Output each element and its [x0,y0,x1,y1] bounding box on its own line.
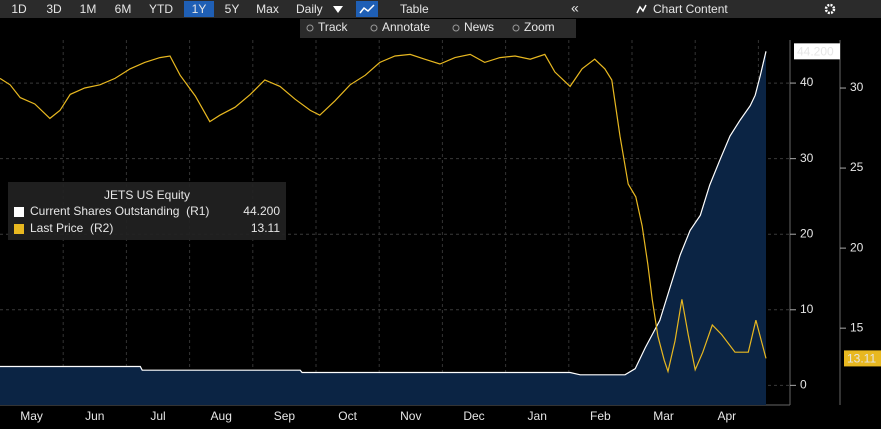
y-tick-label: 0 [800,378,807,392]
collapse-button[interactable]: « [571,0,579,16]
frequency-select[interactable]: Daily [296,2,323,16]
tool-button[interactable]: Annotate [382,20,430,34]
legend-swatch [14,224,24,234]
range-button[interactable] [250,1,285,17]
legend-value: 44.200 [243,204,280,218]
chart-icon [359,4,375,14]
range-label[interactable]: 1D [11,2,27,16]
settings-button[interactable] [824,3,836,15]
last-value-box [794,43,840,60]
y2-tick-label: 25 [850,160,864,174]
x-tick-label: Nov [400,409,421,423]
last-value-label: 13.11 [847,352,876,366]
x-tick-label: Apr [717,409,736,423]
line [0,51,767,376]
x-tick-label: Dec [463,409,484,423]
range-label[interactable]: 5Y [225,2,240,16]
range-button[interactable] [184,1,214,17]
y-tick-label: 40 [800,75,814,89]
x-tick-label: Jun [85,409,104,423]
last-value-box [844,350,881,367]
x-tick-label: Sep [274,409,296,423]
x-tick-label: Oct [338,409,357,423]
x-tick-label: Mar [653,409,674,423]
range-button[interactable] [107,1,139,17]
tool-icon [512,24,520,32]
range-button[interactable] [217,1,247,17]
x-tick-label: Jul [150,409,165,423]
y2-tick-label: 15 [850,320,864,334]
range-button[interactable] [38,1,70,17]
tool-button[interactable]: Zoom [524,20,555,34]
y-tick-label: 30 [800,151,814,165]
range-label[interactable]: YTD [149,2,173,16]
y2-tick-label: 20 [850,240,864,254]
x-tick-label: Aug [211,409,232,423]
table-button[interactable]: Table [400,2,429,16]
range-button[interactable] [72,1,104,17]
line [0,53,767,374]
tool-icon [370,24,378,32]
legend-title: JETS US Equity [104,188,190,202]
x-tick-label: Jan [528,409,547,423]
area [0,51,766,406]
chart-content-button[interactable]: Chart Content [653,2,728,16]
tool-icon [452,24,460,32]
legend-value: 13.11 [251,221,280,235]
range-label[interactable]: 1M [80,2,97,16]
x-tick-label: May [20,409,43,423]
last-value-label: 44.200 [797,45,834,59]
range-label[interactable]: 1Y [192,2,207,16]
range-label[interactable]: 6M [115,2,132,16]
legend-swatch [14,207,24,217]
range-label[interactable]: 3D [46,2,62,16]
y-tick-label: 10 [800,302,814,316]
x-tick-label: Feb [590,409,611,423]
range-button[interactable] [142,1,180,17]
chart-content-icon [636,4,647,14]
legend-label: Last Price (R2) [30,221,113,235]
dropdown-arrow[interactable] [333,6,343,13]
chart-type-button[interactable] [356,1,378,17]
tool-icon [306,24,314,32]
legend-label: Current Shares Outstanding (R1) [30,204,209,218]
legend [8,182,286,240]
tools-bar [300,19,576,38]
range-button[interactable] [4,1,34,17]
range-label[interactable]: Max [256,2,279,16]
y-tick-label: 20 [800,226,814,240]
y2-tick-label: 30 [850,80,864,94]
tool-button[interactable]: News [464,20,494,34]
tool-button[interactable]: Track [318,20,349,34]
